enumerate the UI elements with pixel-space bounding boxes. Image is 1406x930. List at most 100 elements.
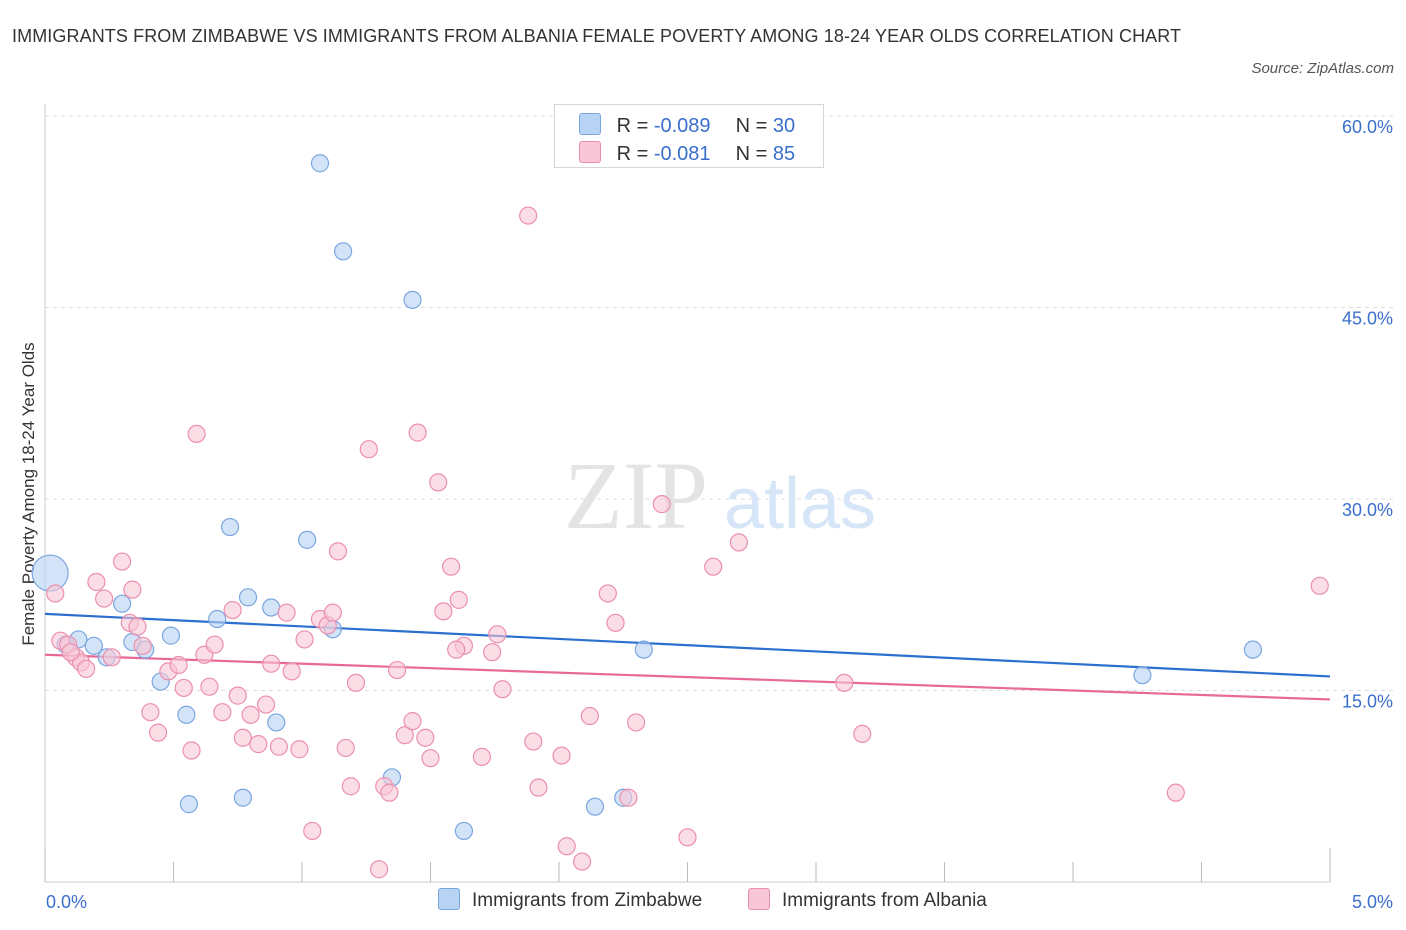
data-point-albania [233, 728, 252, 747]
data-point-albania [370, 860, 389, 879]
data-point-albania [87, 572, 106, 592]
data-point-zimbabwe [298, 530, 317, 549]
data-point-albania [213, 703, 232, 722]
correlation-legend: R = -0.089 N = 30 R = -0.081 N = 85 [554, 104, 824, 168]
bottom-legend-label-zimbabwe: Immigrants from Zimbabwe [472, 890, 703, 911]
data-point-zimbabwe [179, 795, 199, 814]
data-point-albania [295, 630, 314, 649]
tick-labels: 15.0% 30.0% 45.0% 60.0% 0.0% 5.0% [46, 117, 1393, 912]
data-point-albania [277, 603, 296, 622]
data-point-albania [483, 643, 502, 662]
legend-swatch-albania [579, 141, 601, 163]
trend-lines [44, 612, 1331, 701]
legend-row-albania: R = -0.081 N = 85 [579, 141, 795, 165]
data-point-zimbabwe [334, 242, 353, 261]
y-tick-label: 60.0% [1342, 117, 1393, 137]
data-point-albania [187, 424, 206, 443]
series-zimbabwe-points [31, 154, 1263, 841]
data-point-albania [552, 746, 571, 765]
data-point-albania [169, 655, 188, 675]
data-point-albania [141, 703, 160, 722]
data-point-albania [256, 695, 276, 714]
watermark-atlas: atlas [724, 464, 876, 544]
data-point-albania [619, 788, 638, 807]
data-point-albania [529, 778, 548, 797]
data-point-albania [488, 625, 507, 644]
data-point-zimbabwe [177, 705, 196, 724]
legend-n-label: N = [735, 143, 768, 165]
data-point-albania [678, 828, 697, 847]
data-point-albania [133, 636, 152, 655]
data-point-zimbabwe [403, 290, 422, 309]
legend-n-value-albania: 85 [772, 143, 796, 165]
data-point-albania [77, 659, 96, 678]
bottom-legend-label-albania: Immigrants from Albania [782, 890, 987, 911]
data-point-albania [557, 837, 576, 856]
data-point-albania [524, 732, 543, 751]
data-point-albania [626, 713, 646, 732]
watermark-zip: ZIP [564, 442, 708, 549]
y-axis-label: Female Poverty Among 18-24 Year Olds [19, 342, 38, 645]
bottom-legend-albania: Immigrants from Albania [748, 888, 987, 912]
y-tick-label: 45.0% [1342, 309, 1393, 329]
bottom-legend-zimbabwe: Immigrants from Zimbabwe [438, 888, 702, 912]
legend-r-label: R = [616, 143, 649, 165]
legend-n-value-zimbabwe: 30 [772, 115, 796, 137]
source-label: Source: ZipAtlas.com [1251, 60, 1394, 77]
watermark: ZIP atlas [564, 442, 876, 549]
data-point-albania [95, 589, 114, 608]
trend-line-albania [44, 653, 1331, 701]
data-point-albania [341, 777, 360, 796]
data-point-albania [148, 723, 168, 742]
data-point-zimbabwe [262, 598, 281, 617]
data-point-albania [395, 726, 414, 745]
data-point-albania [519, 206, 538, 225]
data-point-albania [1166, 783, 1185, 802]
data-point-albania [421, 749, 440, 768]
data-point-zimbabwe [238, 588, 258, 607]
data-point-albania [200, 677, 219, 696]
data-point-zimbabwe [31, 554, 69, 592]
data-point-zimbabwe [112, 594, 132, 613]
data-point-albania [282, 662, 301, 681]
data-point-albania [472, 747, 491, 766]
data-point-albania [228, 686, 247, 705]
y-tick-label: 15.0% [1342, 692, 1393, 712]
chart-title: IMMIGRANTS FROM ZIMBABWE VS IMMIGRANTS F… [12, 26, 1182, 46]
data-point-albania [328, 542, 348, 561]
data-point-albania [835, 673, 854, 692]
data-point-albania [249, 735, 268, 754]
data-point-zimbabwe [1243, 640, 1263, 659]
legend-r-label: R = [616, 115, 649, 137]
data-point-albania [346, 673, 366, 692]
data-point-albania [704, 557, 723, 576]
data-point-albania [493, 680, 512, 699]
legend-row-zimbabwe: R = -0.089 N = 30 [579, 113, 795, 137]
bottom-legend-swatch-zimbabwe [438, 888, 460, 910]
data-point-albania [403, 712, 422, 731]
data-point-albania [416, 728, 435, 747]
data-point-albania [853, 724, 872, 744]
data-point-albania [449, 590, 468, 609]
data-point-albania [359, 440, 378, 459]
data-point-albania [408, 423, 427, 442]
data-point-zimbabwe [267, 713, 286, 732]
data-point-albania [606, 613, 625, 632]
data-point-zimbabwe [208, 609, 227, 629]
trend-line-zimbabwe [44, 612, 1331, 678]
data-point-albania [269, 737, 288, 756]
data-point-albania [336, 738, 355, 758]
data-point-albania [262, 654, 281, 673]
data-point-albania [182, 741, 201, 760]
data-point-albania [1310, 576, 1329, 595]
data-point-albania [598, 584, 617, 603]
data-point-zimbabwe [310, 154, 330, 173]
data-point-albania [303, 821, 322, 841]
data-point-zimbabwe [1133, 666, 1152, 685]
data-point-albania [387, 660, 407, 680]
data-point-albania [61, 643, 80, 662]
data-point-albania [128, 617, 147, 636]
legend-r-value-albania: -0.081 [653, 143, 711, 165]
data-point-albania [290, 740, 309, 759]
data-point-zimbabwe [585, 797, 605, 816]
